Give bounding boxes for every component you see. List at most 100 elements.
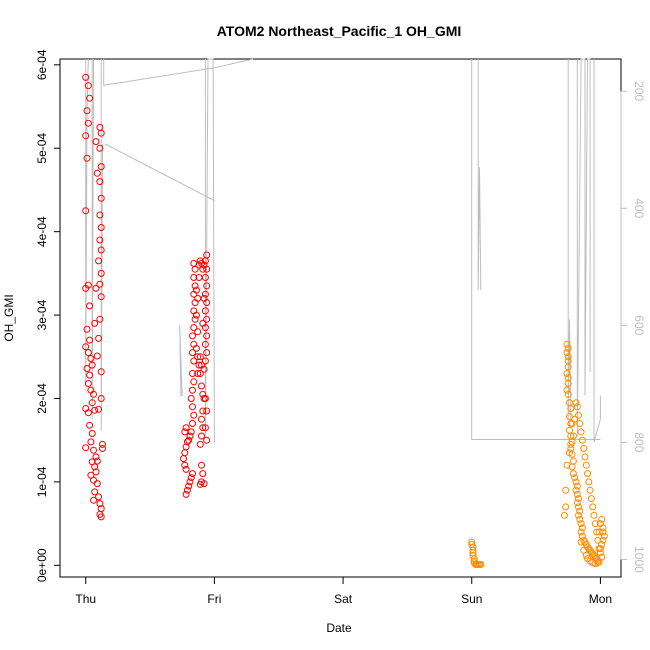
- data-point-red: [190, 357, 198, 365]
- data-point-red: [203, 251, 211, 259]
- pressure-line-segment: [104, 143, 215, 202]
- data-point-red: [203, 436, 211, 444]
- data-point-red: [190, 324, 198, 332]
- data-point-red: [189, 386, 196, 394]
- data-point-orange: [573, 490, 581, 498]
- pressure-line-segment: [576, 58, 591, 437]
- data-point-orange: [586, 486, 594, 494]
- plot-area-border: [59, 58, 622, 578]
- data-point-red: [82, 207, 90, 215]
- data-point-orange: [596, 545, 604, 553]
- data-point-red: [86, 336, 94, 344]
- data-point-red: [86, 302, 94, 310]
- data-point-red: [198, 461, 205, 469]
- data-point-red: [82, 343, 90, 351]
- data-point-red: [199, 265, 207, 273]
- data-point-red: [182, 465, 190, 473]
- data-point-orange: [469, 546, 477, 554]
- data-point-red: [87, 355, 95, 362]
- chart-title: ATOM2 Northeast_Pacific_1 OH_GMI: [217, 23, 462, 39]
- data-point-red: [189, 370, 196, 377]
- data-point-orange: [572, 399, 580, 407]
- pressure-line-segment: [91, 59, 94, 420]
- data-point-red: [91, 488, 99, 496]
- data-point-orange: [584, 470, 591, 478]
- data-point-red: [86, 371, 94, 379]
- data-point-red: [189, 349, 196, 357]
- data-point-orange: [573, 499, 581, 507]
- data-point-orange: [571, 415, 579, 423]
- data-point-orange: [566, 449, 573, 457]
- data-point-red: [97, 269, 105, 277]
- data-point-orange: [596, 549, 604, 557]
- data-point-red: [96, 123, 104, 131]
- data-point-red: [97, 224, 105, 231]
- data-point-red: [95, 405, 103, 413]
- data-point-red: [84, 82, 92, 90]
- data-point-red: [198, 382, 205, 390]
- y-tick-label: 3e-04: [35, 299, 49, 330]
- data-point-orange: [564, 390, 572, 398]
- data-point-red: [186, 478, 194, 486]
- data-point-red: [185, 436, 193, 444]
- data-point-red: [198, 432, 205, 440]
- data-point-orange: [578, 436, 586, 444]
- data-point-orange: [571, 474, 579, 482]
- data-point-orange: [563, 461, 571, 469]
- pressure-line-segment: [477, 59, 482, 291]
- data-point-orange: [577, 428, 585, 436]
- data-point-red: [92, 284, 100, 292]
- data-point-orange: [575, 503, 582, 511]
- data-point-red: [183, 486, 191, 494]
- data-point-orange: [598, 541, 606, 548]
- data-point-red: [92, 453, 100, 461]
- data-point-red: [191, 282, 199, 290]
- y2-tick-label: 800: [632, 432, 646, 452]
- data-point-orange: [576, 507, 584, 515]
- data-point-orange: [563, 340, 571, 348]
- data-point-orange: [563, 370, 571, 377]
- data-point-orange: [575, 495, 582, 503]
- data-point-red: [190, 378, 198, 386]
- x-tick-label: Thu: [75, 592, 96, 606]
- data-point-orange: [600, 532, 608, 540]
- data-point-orange: [563, 386, 571, 394]
- data-point-red: [83, 365, 91, 372]
- data-point-red: [95, 334, 103, 342]
- data-point-orange: [599, 524, 607, 532]
- data-point-red: [96, 280, 104, 288]
- data-point-red: [90, 390, 97, 398]
- data-point-red: [189, 403, 196, 411]
- data-point-red: [196, 353, 204, 361]
- data-point-red: [203, 332, 211, 340]
- y-tick-label: 5e-04: [35, 133, 49, 164]
- data-point-red: [196, 440, 204, 448]
- data-point-red: [182, 443, 190, 451]
- data-point-orange: [572, 486, 580, 494]
- data-point-red: [200, 480, 208, 488]
- data-point-red: [97, 368, 105, 376]
- y-tick-label: 2e-04: [35, 383, 49, 414]
- data-point-orange: [572, 478, 580, 486]
- y2-axis: 200 400 600 800 1000: [620, 81, 646, 573]
- data-point-red: [99, 445, 106, 452]
- data-point-red: [187, 428, 195, 436]
- data-point-red: [194, 328, 202, 336]
- y2-tick-label: 200: [632, 81, 646, 101]
- data-point-red: [180, 455, 187, 463]
- data-point-red: [185, 482, 193, 490]
- data-point-orange: [566, 426, 573, 434]
- data-point-red: [203, 282, 211, 290]
- data-point-red: [90, 476, 97, 484]
- x-tick-label: Sat: [334, 592, 353, 606]
- data-point-orange: [594, 536, 602, 544]
- data-point-red: [182, 490, 190, 498]
- data-point-red: [199, 319, 207, 327]
- x-tick-label: Mon: [589, 592, 612, 606]
- data-point-orange: [577, 520, 585, 528]
- data-point-red: [93, 457, 101, 465]
- data-point-red: [181, 461, 189, 469]
- data-point-red: [84, 119, 92, 127]
- pressure-line-segment: [593, 59, 601, 443]
- data-point-orange: [560, 511, 568, 519]
